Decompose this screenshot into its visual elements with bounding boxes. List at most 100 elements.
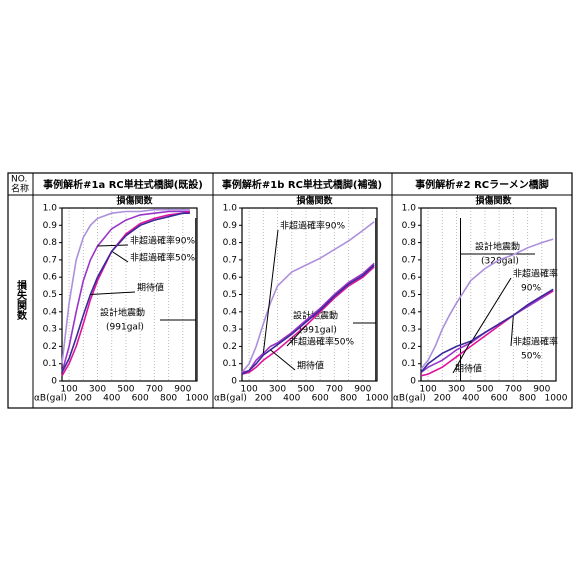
series-label: 非超過確率90% [280, 220, 345, 232]
x-tick-label: 100 [61, 385, 78, 395]
leader [270, 349, 296, 371]
leader [470, 277, 512, 344]
series-label: 期待値 [297, 360, 324, 372]
series-label: 50% [521, 352, 541, 362]
x-tick-label: 900 [533, 385, 550, 395]
y-tick-label: 0.8 [43, 238, 58, 248]
design-label: 設計地震動 [475, 241, 520, 253]
y-tick-label: 0.3 [223, 325, 237, 335]
y-tick-label: 0.8 [402, 238, 417, 248]
x-tick-label: 700 [326, 385, 343, 395]
column-header: 事例解析#2 RCラーメン橋脚 [415, 178, 548, 191]
series-line [61, 208, 190, 364]
series-line [241, 221, 375, 373]
series-label: 非超過確率50% [130, 252, 195, 264]
x-tick-label: 800 [519, 394, 536, 404]
y-tick-label: 0.4 [402, 307, 417, 317]
design-label: (991gal) [106, 323, 144, 333]
x-tick-label: 1000 [366, 394, 389, 404]
series-line [61, 212, 190, 373]
series-line [241, 264, 375, 375]
y-tick-label: 0.4 [223, 307, 238, 317]
x-tick-label: 500 [117, 385, 134, 395]
x-tick-label: 700 [146, 385, 163, 395]
x-tick-label: 200 [75, 394, 92, 404]
y-tick-label: 0.5 [43, 290, 57, 300]
y-tick-label: 0.3 [402, 325, 416, 335]
y-tick-label: 0.1 [402, 359, 416, 369]
y-tick-label: 0.9 [402, 221, 417, 231]
x-tick-label: 400 [283, 394, 300, 404]
y-tick-label: 0.9 [43, 221, 58, 231]
row-label: 損失関数 [15, 279, 27, 321]
y-tick-label: 0.1 [43, 359, 57, 369]
leader [286, 325, 307, 347]
column-header: 事例解析#1a RC単柱式橋脚(既設) [43, 178, 203, 191]
leader [97, 244, 129, 247]
y-tick-label: 0 [51, 377, 57, 387]
series-label: 期待値 [137, 282, 164, 294]
x-tick-label: 500 [476, 385, 493, 395]
corner-label: NO. [11, 175, 27, 185]
x-tick-label: 300 [269, 385, 286, 395]
x-tick-label: 300 [89, 385, 106, 395]
y-tick-label: 0.2 [43, 342, 57, 352]
y-tick-label: 0.5 [402, 290, 416, 300]
x-tick-label: 900 [174, 385, 191, 395]
x-tick-label: 900 [354, 385, 371, 395]
series-label: 非超過確率90% [130, 235, 195, 247]
series-line [241, 266, 375, 375]
x-tick-label: 600 [312, 394, 329, 404]
y-tick-label: 1.0 [43, 204, 58, 214]
y-tick-label: 0.4 [43, 307, 58, 317]
y-tick-label: 0.7 [43, 255, 57, 265]
x-tick-label: 600 [132, 394, 149, 404]
y-tick-label: 0.2 [402, 342, 416, 352]
x-tick-label: 1000 [186, 394, 209, 404]
y-tick-label: 0.6 [402, 273, 417, 283]
x-tick-label: 400 [462, 394, 479, 404]
series-line [420, 238, 554, 370]
table-frame [7, 172, 573, 409]
corner-label: 名称 [11, 183, 29, 195]
x-tick-label: 700 [505, 385, 522, 395]
x-tick-label: 800 [340, 394, 357, 404]
chart-title: 損傷関数 [296, 195, 333, 207]
plot-frame [61, 207, 198, 382]
y-tick-label: 0 [231, 377, 237, 387]
leader [452, 340, 472, 374]
series-line [241, 262, 375, 374]
series-label: 90% [521, 284, 541, 294]
y-tick-label: 0.6 [223, 273, 238, 283]
x-axis-label: αB(gal) [214, 394, 247, 404]
y-tick-label: 0.3 [43, 325, 57, 335]
x-tick-label: 500 [297, 385, 314, 395]
x-tick-label: 800 [160, 394, 177, 404]
design-label: 設計地震動 [100, 307, 145, 319]
column-header: 事例解析#1b RC単柱式橋脚(補強) [222, 178, 382, 191]
leader [90, 291, 136, 295]
series-label: 期待値 [455, 363, 482, 375]
x-axis-label: αB(gal) [34, 394, 67, 404]
series-label: 非超過確率50% [289, 336, 354, 348]
y-tick-label: 0.1 [223, 359, 237, 369]
x-tick-label: 400 [103, 394, 120, 404]
x-tick-label: 100 [420, 385, 437, 395]
x-tick-label: 300 [448, 385, 465, 395]
chart-title: 損傷関数 [475, 195, 512, 207]
series-line [61, 210, 190, 373]
leader [510, 315, 514, 347]
x-axis-label: αB(gal) [393, 394, 426, 404]
x-tick-label: 1000 [545, 394, 568, 404]
design-label: (328gal) [481, 257, 519, 267]
y-tick-label: 0.7 [223, 255, 237, 265]
plot-frame [420, 207, 557, 382]
x-tick-label: 200 [434, 394, 451, 404]
series-label: 非超過確率 [513, 268, 558, 280]
x-tick-label: 100 [241, 385, 258, 395]
y-tick-label: 0.6 [43, 273, 58, 283]
leader [111, 250, 129, 263]
design-label: (991gal) [299, 326, 337, 336]
y-tick-label: 0.2 [223, 342, 237, 352]
